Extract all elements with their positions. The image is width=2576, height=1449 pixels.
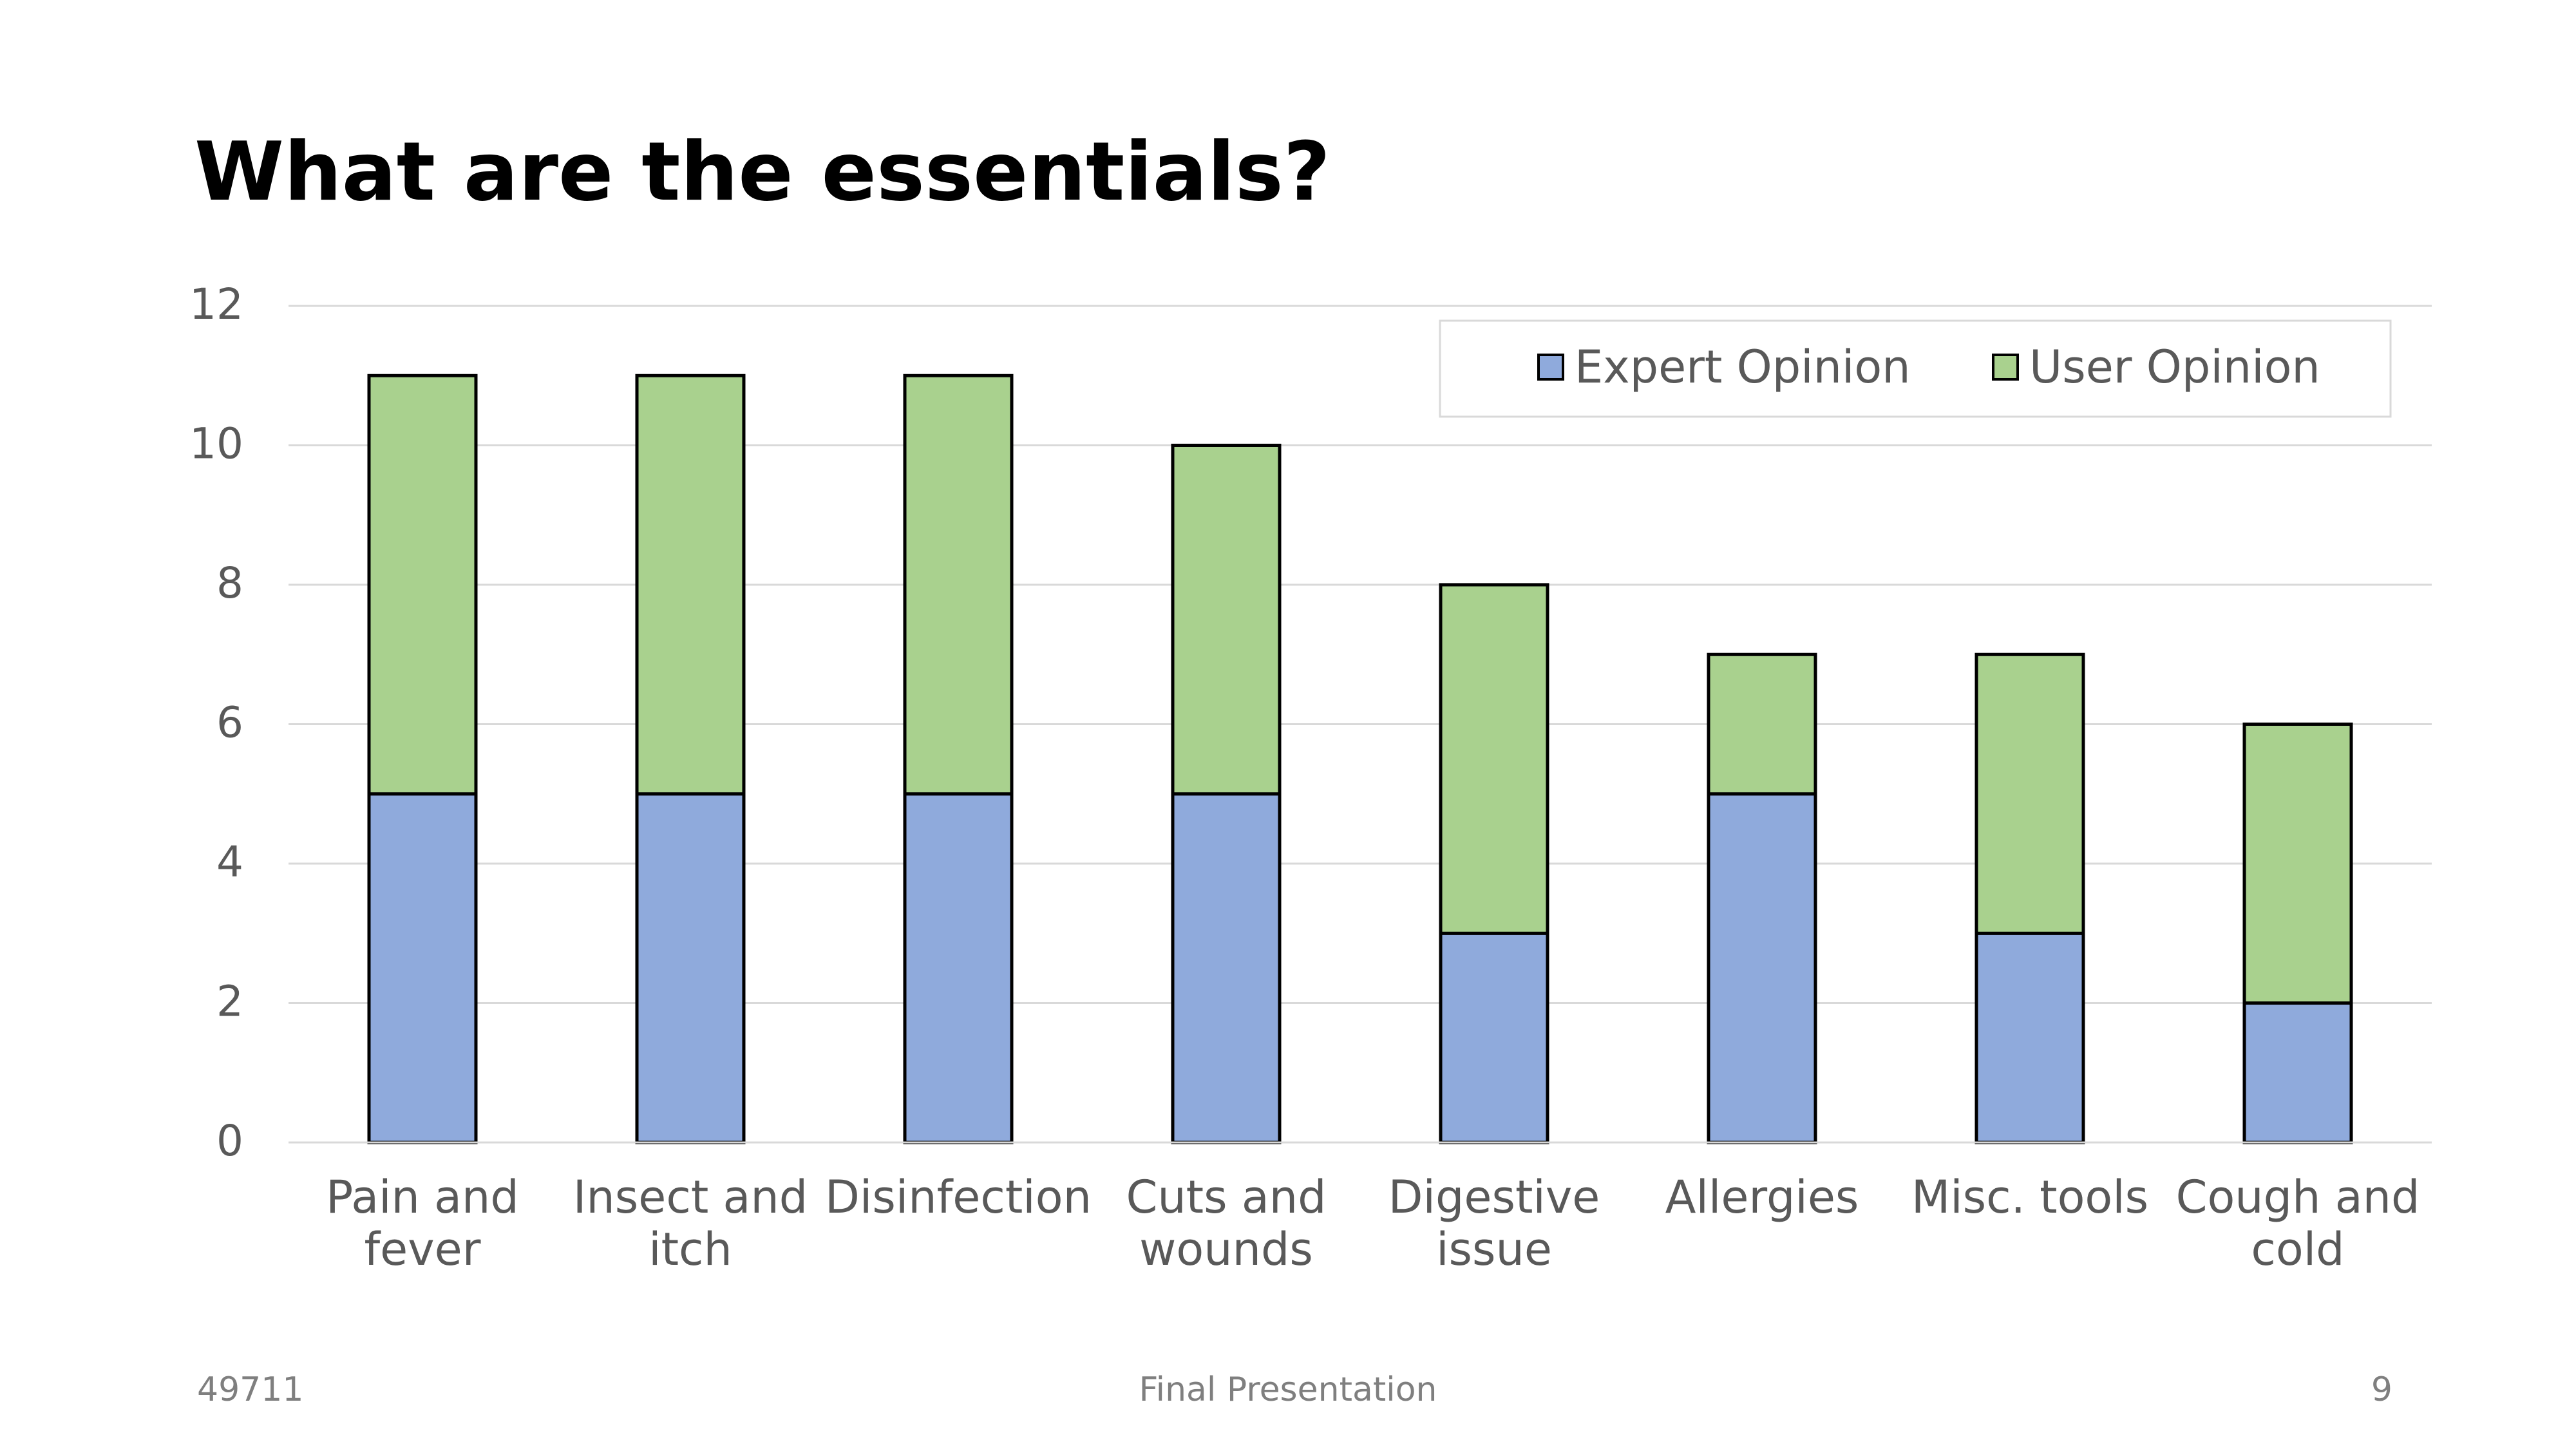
x-tick-label: Misc. tools [1911, 1171, 2148, 1224]
bar-expert-opinion [635, 792, 746, 1144]
bar-expert-opinion [1975, 931, 2085, 1144]
bar-user-opinion [1171, 444, 1282, 796]
x-tick-label: Disinfection [825, 1171, 1092, 1224]
x-tick-label: Digestive [1388, 1171, 1600, 1224]
y-tick-label: 2 [216, 977, 243, 1027]
bar-expert-opinion [2242, 1001, 2353, 1144]
bar-expert-opinion [903, 792, 1014, 1144]
y-tick-label: 10 [189, 419, 243, 469]
x-tick-label: cold [2251, 1223, 2344, 1276]
x-tick-label: Cough and [2176, 1171, 2420, 1224]
legend-label: User Opinion [2029, 341, 2320, 393]
x-tick-label: Allergies [1665, 1171, 1859, 1224]
bar-user-opinion [1975, 652, 2085, 935]
legend-swatch-user-opinion [1992, 354, 2019, 381]
legend-swatch-expert-opinion [1537, 354, 1564, 381]
slide-title: What are the essentials? [194, 124, 1331, 219]
x-tick-label: wounds [1139, 1223, 1313, 1276]
bar-expert-opinion [1707, 792, 1817, 1144]
bar-user-opinion [367, 374, 478, 796]
x-tick-label: Pain and [326, 1171, 519, 1224]
footer-title: Final Presentation [1139, 1370, 1437, 1409]
x-tick-label: itch [649, 1223, 732, 1276]
x-tick-label: issue [1436, 1223, 1552, 1276]
y-tick-label: 12 [189, 279, 243, 329]
y-tick-label: 0 [216, 1116, 243, 1166]
page-number: 9 [2371, 1370, 2392, 1409]
y-tick-label: 8 [216, 558, 243, 608]
bar-expert-opinion [1171, 792, 1282, 1144]
y-tick-label: 4 [216, 837, 243, 887]
x-tick-label: Insect and [573, 1171, 808, 1224]
bar-expert-opinion [367, 792, 478, 1144]
bar-user-opinion [1707, 652, 1817, 796]
bar-user-opinion [1439, 583, 1549, 935]
bar-expert-opinion [1439, 931, 1549, 1144]
x-tick-label: Cuts and [1126, 1171, 1326, 1224]
legend-box [1439, 319, 2392, 418]
bar-user-opinion [635, 374, 746, 796]
footer-id: 49711 [197, 1370, 304, 1409]
bar-user-opinion [2242, 723, 2353, 1005]
legend-label: Expert Opinion [1575, 341, 1911, 393]
x-tick-label: fever [365, 1223, 481, 1276]
y-tick-label: 6 [216, 698, 243, 748]
bar-user-opinion [903, 374, 1014, 796]
